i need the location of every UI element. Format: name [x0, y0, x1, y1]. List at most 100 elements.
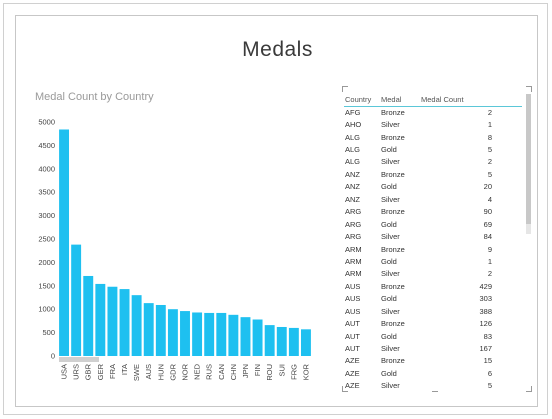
cell-medal-count: 429 [479, 281, 492, 291]
cell-country: AZE [345, 381, 360, 391]
bar-frg[interactable] [288, 327, 299, 356]
bar-gdr[interactable] [167, 309, 178, 356]
cell-country: ANZ [345, 182, 360, 192]
table-vertical-scrollbar[interactable] [526, 94, 531, 234]
column-header-medal[interactable]: Medal [381, 94, 421, 107]
bar-chart[interactable]: 0 500 1000 1500 2000 2500 3000 3500 4000 4500 5000… [16, 16, 336, 408]
bar-swe[interactable] [131, 295, 142, 356]
bar-can[interactable] [216, 312, 227, 356]
table-row[interactable]: ALG Gold 5 [344, 143, 522, 155]
resize-handle-bottom[interactable] [432, 391, 438, 392]
cell-medal: Gold [381, 145, 397, 155]
cell-medal: Gold [381, 368, 397, 378]
bar-fra[interactable] [107, 286, 118, 356]
resize-handle-bottom-right[interactable] [526, 386, 532, 392]
report-canvas: Medals Medal Count by Country 0 500 1000 15… [15, 15, 538, 407]
cell-medal: Gold [381, 219, 397, 229]
report-frame: Medals Medal Count by Country 0 500 1000 15… [3, 3, 548, 415]
table-header-row: Country Medal Medal Count [344, 94, 522, 107]
x-axis-tick-label: USA [60, 364, 69, 379]
bar-aus[interactable] [143, 303, 154, 356]
x-axis-tick-label: GDR [168, 363, 177, 380]
bar-fin[interactable] [252, 319, 263, 357]
y-axis-tick-label: 1500 [38, 281, 55, 290]
table-row[interactable]: AZE Silver 5 [344, 380, 522, 392]
cell-medal-count: 20 [483, 182, 492, 192]
cell-medal: Silver [381, 306, 400, 316]
bar-ned[interactable] [192, 312, 203, 356]
column-header-country[interactable]: Country [344, 94, 381, 107]
table-row[interactable]: AHO Silver 1 [344, 118, 522, 130]
column-header-medal-count[interactable]: Medal Count [421, 94, 522, 107]
x-axis-tick-label: CAN [217, 364, 226, 380]
table-row[interactable]: AUT Silver 167 [344, 342, 522, 354]
cell-medal: Bronze [381, 132, 405, 142]
cell-medal: Gold [381, 331, 397, 341]
cell-medal-count: 5 [487, 381, 492, 391]
x-axis-tick-label: JPN [241, 364, 250, 378]
cell-medal: Gold [381, 256, 397, 266]
cell-medal: Bronze [381, 281, 405, 291]
cell-medal: Silver [381, 194, 400, 204]
x-axis-tick-label: ROU [265, 364, 274, 381]
table-row[interactable]: ANZ Silver 4 [344, 193, 522, 205]
bar-ger[interactable] [95, 283, 106, 356]
table-row[interactable]: ANZ Gold 20 [344, 181, 522, 193]
bar-gbr[interactable] [83, 275, 94, 356]
scrollbar-thumb[interactable] [526, 94, 531, 224]
x-axis-tick-label: KOR [301, 363, 310, 380]
table-row[interactable]: AUS Gold 303 [344, 293, 522, 305]
resize-handle-bottom-left[interactable] [342, 386, 348, 392]
x-axis-tick-label: HUN [156, 364, 165, 380]
table-row[interactable]: AUT Bronze 126 [344, 317, 522, 329]
resize-handle-top-right[interactable] [526, 86, 532, 92]
cell-medal-count: 2 [487, 269, 492, 279]
chart-title: Medal Count by Country [35, 91, 154, 103]
bar-hun[interactable] [155, 304, 166, 356]
table-row[interactable]: ARM Gold 1 [344, 255, 522, 267]
bar-usa[interactable] [59, 129, 70, 356]
table-row[interactable]: ALG Silver 2 [344, 156, 522, 168]
table-row[interactable]: AUT Gold 83 [344, 330, 522, 342]
cell-medal: Bronze [381, 107, 405, 117]
table-row[interactable]: ARG Bronze 90 [344, 206, 522, 218]
y-axis-tick-label: 5000 [38, 118, 55, 127]
resize-handle-top-left[interactable] [342, 86, 348, 92]
table-row[interactable]: AUS Silver 388 [344, 305, 522, 317]
cell-medal-count: 9 [487, 244, 492, 254]
cell-medal-count: 126 [479, 319, 492, 329]
table-row[interactable]: AUS Bronze 429 [344, 280, 522, 292]
cell-country: AFG [345, 107, 361, 117]
bar-ita[interactable] [119, 289, 130, 356]
cell-country: AUT [345, 331, 360, 341]
cell-country: AUS [345, 294, 361, 304]
x-axis-tick-label: GBR [84, 363, 93, 380]
table-row[interactable]: AZE Bronze 15 [344, 355, 522, 367]
table-row[interactable]: ALG Bronze 8 [344, 131, 522, 143]
bar-chn[interactable] [228, 314, 239, 356]
table-row[interactable]: ANZ Bronze 5 [344, 168, 522, 180]
cell-medal-count: 6 [487, 368, 492, 378]
table-row[interactable]: ARM Bronze 9 [344, 243, 522, 255]
cell-country: ANZ [345, 169, 360, 179]
table-row[interactable]: AZE Gold 6 [344, 367, 522, 379]
table-visual[interactable]: Country Medal Medal Count AFG Bronze 2 AHO S… [342, 86, 532, 392]
chart-horizontal-scrollbar[interactable] [59, 357, 99, 362]
cell-country: AZE [345, 368, 360, 378]
cell-medal: Silver [381, 269, 400, 279]
bar-nor[interactable] [180, 311, 190, 356]
bar-rus[interactable] [204, 312, 215, 356]
bar-sui[interactable] [276, 326, 287, 356]
table-row[interactable]: AFG Bronze 2 [344, 106, 522, 118]
cell-medal-count: 4 [487, 194, 492, 204]
y-axis-tick-label: 4000 [38, 164, 55, 173]
table-row[interactable]: ARG Silver 84 [344, 230, 522, 242]
bar-kor[interactable] [300, 329, 311, 356]
table-row[interactable]: ARM Silver 2 [344, 268, 522, 280]
bar-rou[interactable] [264, 325, 275, 356]
y-axis-tick-label: 1000 [38, 305, 55, 314]
x-axis-tick-label: ITA [120, 364, 129, 375]
bar-urs[interactable] [71, 244, 82, 356]
bar-jpn[interactable] [240, 317, 251, 356]
table-row[interactable]: ARG Gold 69 [344, 218, 522, 230]
